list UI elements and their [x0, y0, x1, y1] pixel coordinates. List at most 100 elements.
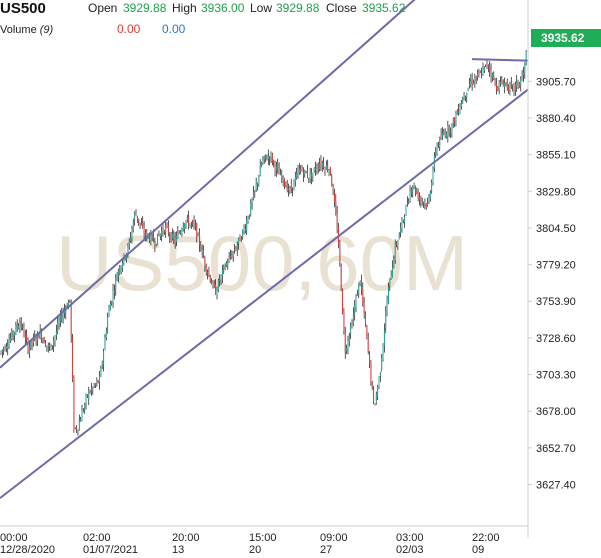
candle-body [109, 304, 111, 311]
candle-body [53, 340, 55, 346]
candle-body [201, 250, 203, 253]
candle-body [290, 185, 292, 189]
time-tick-label: 22:00 [472, 532, 500, 544]
candle-body [479, 72, 481, 74]
candle-body [396, 243, 398, 246]
high-value: 3936.00 [201, 1, 245, 15]
candle-body [57, 323, 59, 332]
candle-body [495, 83, 497, 91]
candle-body [324, 167, 326, 170]
candle-body [159, 234, 161, 237]
candle-body [477, 73, 479, 77]
candle-body [186, 217, 188, 220]
candle-body [358, 282, 360, 294]
candle-body [279, 173, 281, 175]
candle-body [101, 362, 103, 368]
candle-body [107, 316, 109, 333]
candle-body [55, 331, 57, 336]
candle-body [216, 290, 218, 295]
candle-body [157, 233, 159, 246]
candle-body [473, 82, 474, 85]
candle-body [509, 83, 511, 90]
candle-body [171, 233, 173, 239]
candle-body [3, 348, 5, 350]
candle-body [331, 176, 333, 187]
candle-body [211, 282, 213, 285]
candle-body [344, 332, 346, 353]
candle-body [483, 66, 485, 70]
candle-body [471, 79, 473, 84]
candle-body [20, 320, 22, 327]
candle-body [104, 337, 106, 350]
candle-body [437, 145, 439, 147]
candle-body [370, 362, 372, 382]
candle-body [429, 192, 431, 198]
candle-body [97, 380, 99, 383]
candle-body [510, 82, 512, 86]
candle-body [490, 69, 492, 76]
candle-body [501, 80, 503, 84]
candle-body [257, 183, 258, 185]
candle-body [369, 353, 371, 363]
candle-body [198, 232, 200, 246]
trendline[interactable] [0, 0, 460, 369]
candle-body [185, 220, 187, 225]
candle-body [45, 342, 47, 347]
candle-body [120, 266, 122, 272]
candle-body [162, 229, 164, 232]
date-tick-label: 13 [172, 544, 184, 556]
candle-body [242, 230, 244, 238]
candle-body [58, 321, 60, 324]
candle-body [154, 243, 156, 246]
trendline[interactable] [471, 58, 529, 62]
price-tick-label: 3678.00 [536, 406, 576, 418]
candle-body [513, 83, 515, 90]
candle-body [328, 169, 330, 173]
candle-body [294, 177, 296, 182]
candle-body [227, 263, 229, 265]
candle-body [404, 217, 406, 223]
candle-body [414, 186, 416, 193]
candle-body [205, 265, 207, 272]
date-tick-label: 12/28/2020 [0, 544, 55, 556]
candle-body [518, 83, 520, 88]
candle-body [413, 185, 415, 188]
candle-body [24, 336, 26, 338]
candle-body [128, 240, 130, 245]
candle-body [446, 133, 447, 138]
candle-body [521, 76, 523, 81]
candle-body [459, 106, 461, 114]
candle-body [151, 235, 153, 237]
symbol-label: US500 [0, 0, 46, 17]
candle-body [50, 344, 52, 351]
candle-body [339, 243, 341, 263]
candle-body [80, 419, 82, 422]
candle-body [74, 427, 76, 429]
candle-body [197, 234, 199, 236]
candle-body [374, 403, 376, 406]
candle-body [356, 294, 358, 296]
candle-body [184, 223, 186, 230]
candle-body [522, 72, 524, 75]
candle-body [275, 165, 277, 171]
time-tick-label: 00:00 [0, 532, 28, 544]
candle-body [425, 204, 427, 207]
trendline[interactable] [0, 88, 529, 499]
price-axis: 3905.70 3880.40 3855.10 3829.80 3804.50 3779.… [528, 76, 576, 491]
close-value: 3935.62 [362, 1, 406, 15]
candle-body [217, 280, 219, 291]
candle-body [126, 253, 128, 260]
candle-body [163, 230, 165, 233]
candle-body [270, 154, 272, 158]
candle-body [432, 170, 434, 183]
candle-body [460, 103, 462, 107]
candle-body [378, 376, 380, 387]
candle-body [273, 160, 275, 162]
candle-body [192, 222, 194, 224]
candle-body [248, 214, 250, 218]
candle-body [308, 177, 310, 179]
candle-body [293, 180, 295, 191]
candle-body [132, 221, 134, 231]
candle-body [169, 234, 171, 237]
